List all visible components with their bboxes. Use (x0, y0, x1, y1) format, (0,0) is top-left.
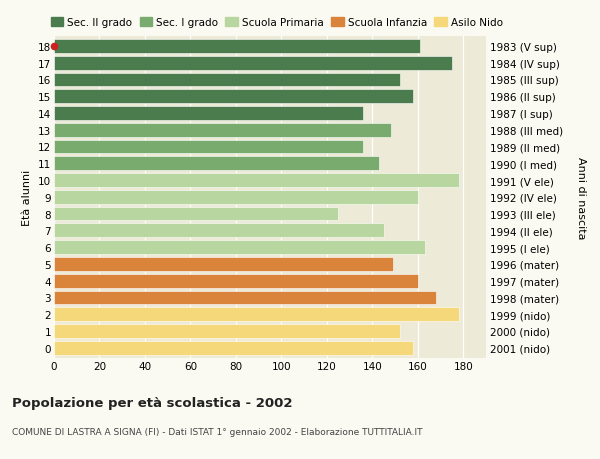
Bar (54, 241, 425, 254)
Bar (54, 190, 418, 204)
Bar (54, 107, 363, 121)
Bar (54, 308, 459, 321)
Bar (54, 207, 338, 221)
Bar (54, 123, 391, 137)
Text: Popolazione per età scolastica - 2002: Popolazione per età scolastica - 2002 (12, 396, 293, 409)
Bar (54, 341, 413, 355)
Bar (54, 140, 363, 154)
Text: COMUNE DI LASTRA A SIGNA (FI) - Dati ISTAT 1° gennaio 2002 - Elaborazione TUTTIT: COMUNE DI LASTRA A SIGNA (FI) - Dati IST… (12, 427, 422, 436)
Bar (54, 90, 413, 104)
Bar (54, 291, 436, 305)
Legend: Sec. II grado, Sec. I grado, Scuola Primaria, Scuola Infanzia, Asilo Nido: Sec. II grado, Sec. I grado, Scuola Prim… (50, 18, 503, 28)
Bar (54, 224, 383, 238)
Bar (54, 40, 420, 54)
Bar (54, 73, 400, 87)
Y-axis label: Anni di nascita: Anni di nascita (575, 156, 586, 239)
Bar (54, 157, 379, 171)
Y-axis label: Età alunni: Età alunni (22, 169, 32, 225)
Bar (54, 257, 393, 271)
Bar (54, 274, 418, 288)
Bar (54, 325, 400, 338)
Bar (54, 56, 452, 70)
Bar (54, 174, 459, 187)
